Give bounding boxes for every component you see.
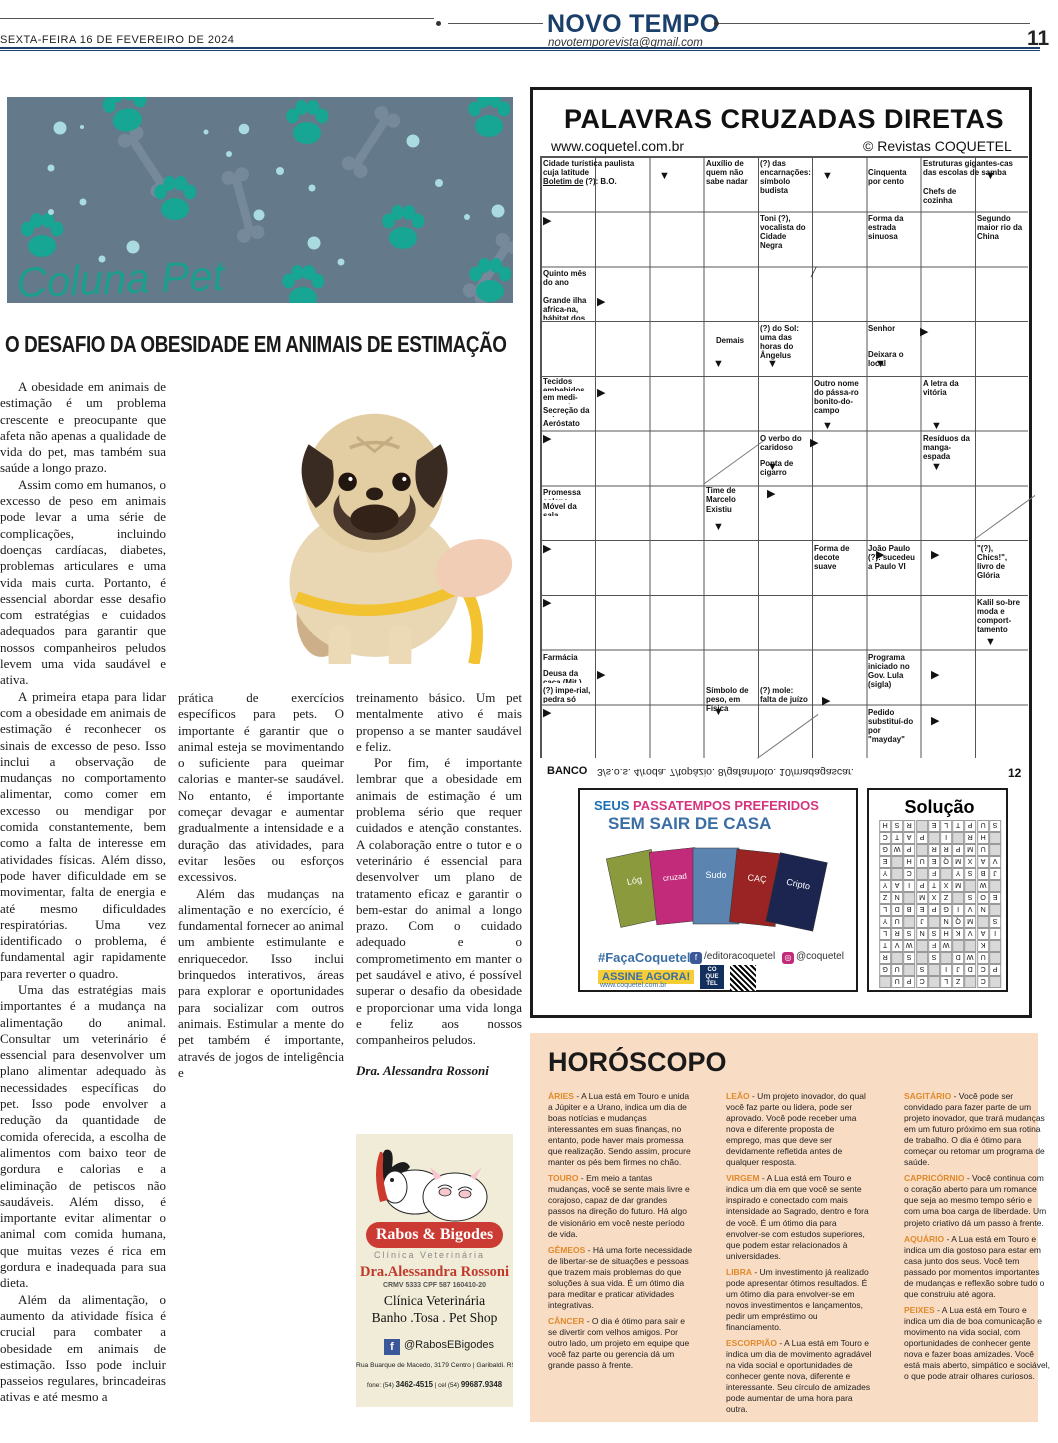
svg-text:Sudo: Sudo (705, 870, 726, 880)
svg-text:CAÇ: CAÇ (747, 872, 767, 884)
svg-text:Coluna Pet: Coluna Pet (16, 252, 228, 303)
